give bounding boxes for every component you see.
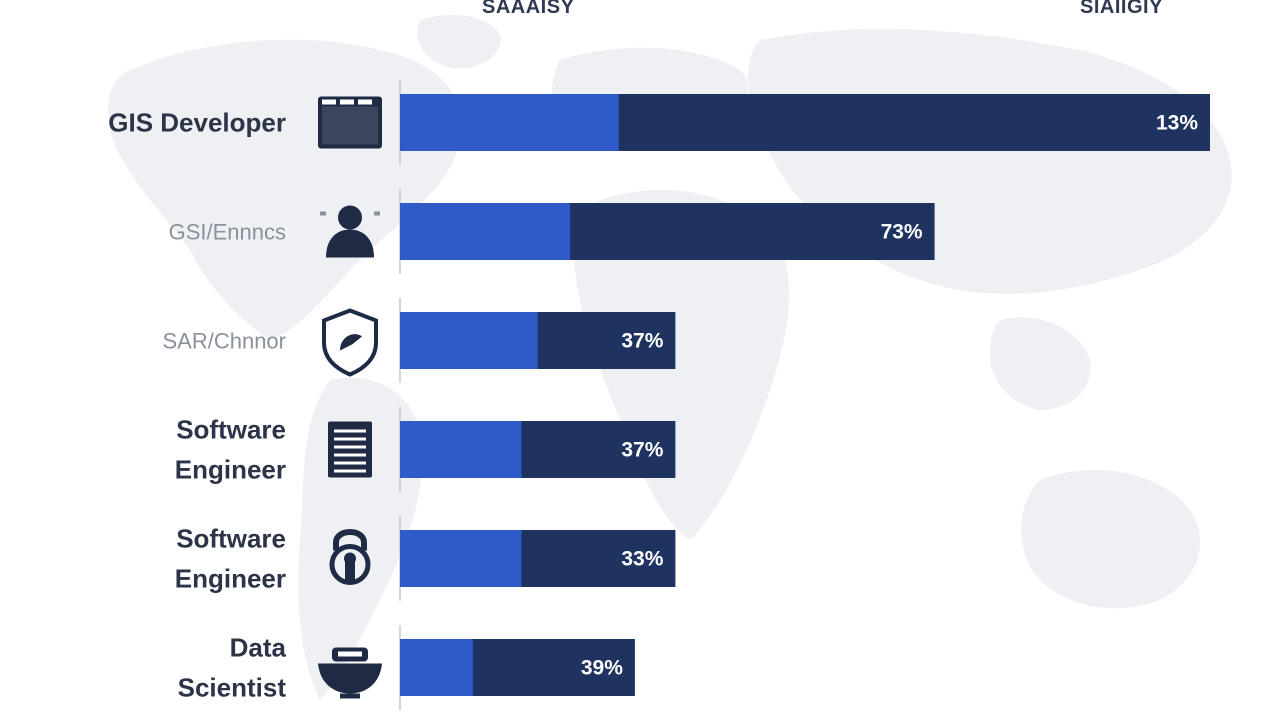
shield-icon [324, 311, 376, 375]
category-label: GIS Developer [108, 108, 286, 138]
bar-group [400, 421, 676, 478]
bar-group [400, 639, 635, 696]
value-label: 37% [621, 330, 663, 353]
bar-group [400, 203, 935, 260]
left-column-header: SAAAISY [482, 0, 575, 18]
bar-group [400, 530, 676, 587]
bar-accent-segment [400, 530, 522, 587]
right-column-header: SIAIIGIY [1080, 0, 1163, 18]
category-label: SAR/Chnnor [162, 329, 286, 354]
value-label: 37% [621, 439, 663, 462]
bar-accent-segment [400, 421, 522, 478]
value-label: 39% [581, 657, 623, 680]
browser-window-icon [318, 96, 382, 149]
bar-accent-segment [400, 203, 571, 260]
value-label: 33% [621, 548, 663, 571]
document-icon [328, 421, 372, 478]
value-label: 73% [881, 221, 923, 244]
bowl-icon [318, 647, 382, 699]
bar-accent-segment [400, 312, 538, 369]
category-label: Software Engineer [175, 415, 286, 485]
category-label: Data Scientist [178, 633, 287, 703]
bar-accent-segment [400, 94, 619, 151]
bar-group [400, 312, 676, 369]
bar-group [400, 94, 1210, 151]
person-icon [320, 205, 380, 258]
category-label: Software Engineer [175, 524, 286, 594]
bar-accent-segment [400, 639, 473, 696]
category-label: GSI/Ennncs [169, 220, 286, 245]
lock-icon [332, 532, 368, 583]
value-label: 13% [1156, 112, 1198, 135]
